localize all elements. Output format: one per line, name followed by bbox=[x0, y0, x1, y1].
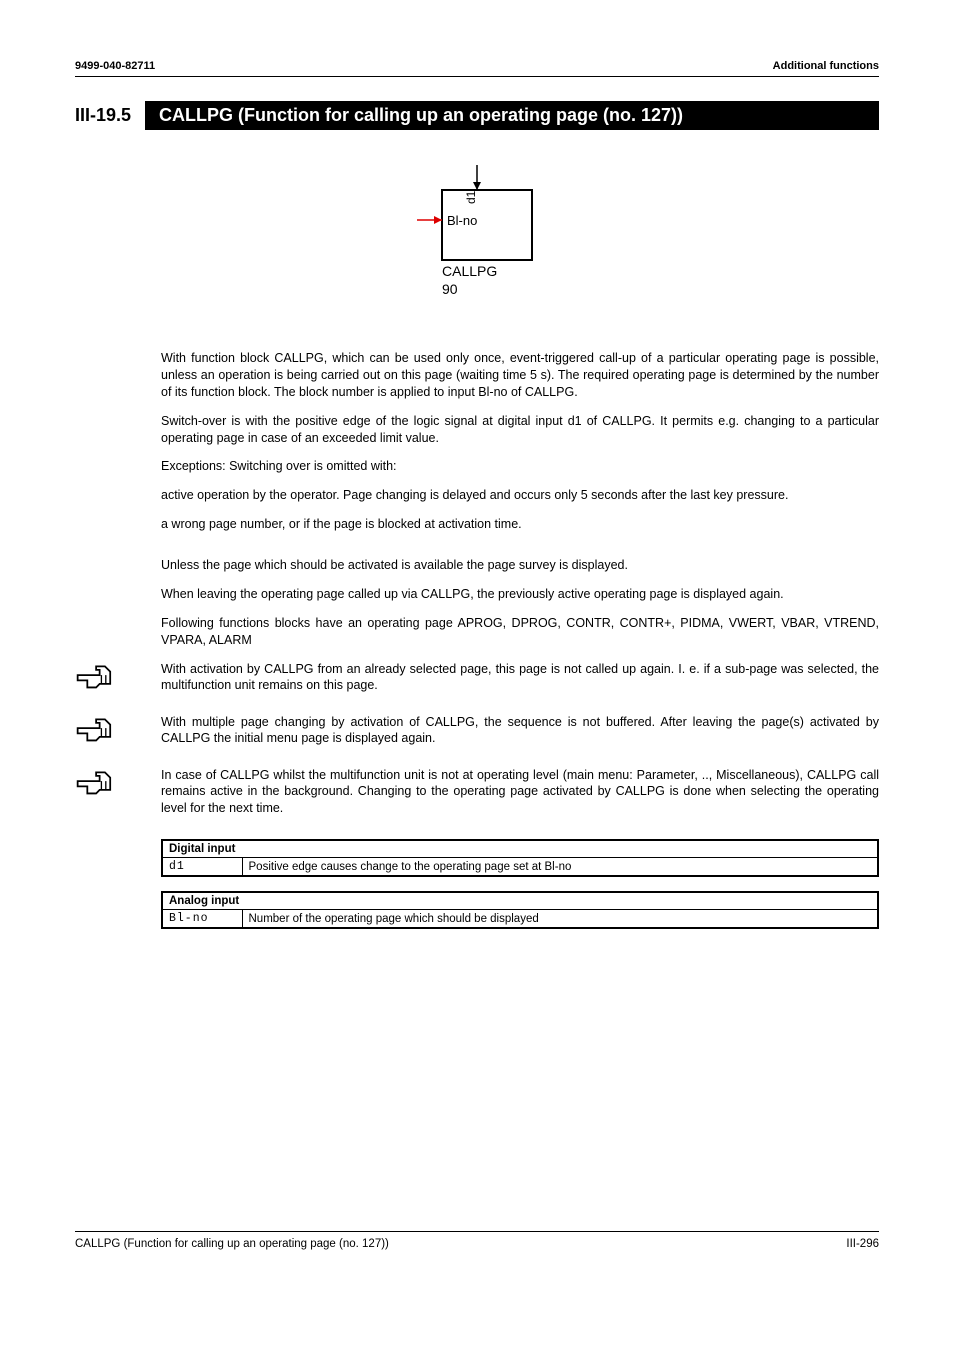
section-number: III-19.5 bbox=[75, 101, 145, 130]
note-paragraph: With activation by CALLPG from an alread… bbox=[161, 661, 879, 695]
paragraph: Following functions blocks have an opera… bbox=[161, 615, 879, 649]
digital-input-table: Digital input d1 Positive edge causes ch… bbox=[161, 839, 879, 877]
paragraph: a wrong page number, or if the page is b… bbox=[161, 516, 879, 533]
footer-right: III-296 bbox=[846, 1238, 879, 1250]
diagram-name: CALLPG bbox=[442, 263, 497, 279]
pointing-hand-icon bbox=[75, 661, 161, 696]
paragraph: active operation by the operator. Page c… bbox=[161, 487, 879, 504]
diagram-blno-label: Bl-no bbox=[447, 213, 477, 228]
header-right: Additional functions bbox=[773, 60, 879, 72]
paragraph: Exceptions: Switching over is omitted wi… bbox=[161, 458, 879, 475]
section-heading: III-19.5 CALLPG (Function for calling up… bbox=[75, 101, 879, 130]
paragraph: Unless the page which should be activate… bbox=[161, 557, 879, 574]
table-desc: Positive edge causes change to the opera… bbox=[242, 858, 878, 877]
note-paragraph: In case of CALLPG whilst the multifuncti… bbox=[161, 767, 879, 818]
table-code: Bl-no bbox=[162, 910, 242, 929]
note-paragraph: With multiple page changing by activatio… bbox=[161, 714, 879, 748]
diagram-num: 90 bbox=[442, 281, 458, 297]
page-header: 9499-040-82711 Additional functions bbox=[75, 60, 879, 77]
table-desc: Number of the operating page which shoul… bbox=[242, 910, 878, 929]
section-title: CALLPG (Function for calling up an opera… bbox=[145, 101, 879, 130]
footer-left: CALLPG (Function for calling up an opera… bbox=[75, 1238, 389, 1250]
pointing-hand-icon bbox=[75, 767, 161, 818]
paragraph: With function block CALLPG, which can be… bbox=[161, 350, 879, 401]
table-title: Digital input bbox=[162, 840, 878, 858]
table-title: Analog input bbox=[162, 892, 878, 910]
diagram-d1-label: d1 bbox=[464, 190, 478, 204]
page-container: 9499-040-82711 Additional functions III-… bbox=[0, 0, 954, 1290]
block-diagram: d1 Bl-no CALLPG 90 bbox=[75, 160, 879, 310]
paragraph: Switch-over is with the positive edge of… bbox=[161, 413, 879, 447]
table-code: d1 bbox=[162, 858, 242, 877]
page-footer: CALLPG (Function for calling up an opera… bbox=[75, 1231, 879, 1250]
analog-input-table: Analog input Bl-no Number of the operati… bbox=[161, 891, 879, 929]
callpg-diagram-svg: d1 Bl-no CALLPG 90 bbox=[387, 160, 567, 310]
pointing-hand-icon bbox=[75, 714, 161, 749]
doc-code: 9499-040-82711 bbox=[75, 60, 155, 72]
paragraph: When leaving the operating page called u… bbox=[161, 586, 879, 603]
